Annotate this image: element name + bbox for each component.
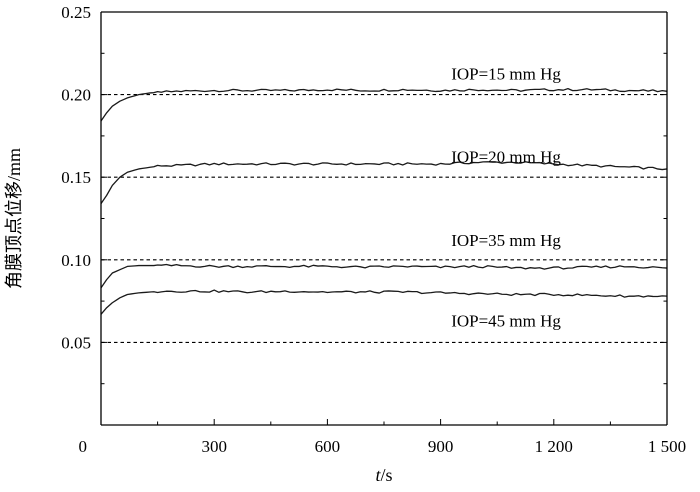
y-tick-label: 0.15 xyxy=(61,168,91,187)
y-tick-label: 0.05 xyxy=(61,333,91,352)
x-tick-label: 1 200 xyxy=(535,437,573,456)
axis-labels-group: 0.05 0.10 0.15 0.20 0.25 0 300 600 900 1 200 1 500… xyxy=(4,3,686,485)
y-tick-label: 0.20 xyxy=(61,86,91,105)
series-line-0 xyxy=(100,87,668,122)
annotation-label-1: IOP=20 mm Hg xyxy=(451,147,561,166)
series-line-2 xyxy=(100,263,668,289)
y-tick-label: 0.10 xyxy=(61,251,91,270)
axes-group xyxy=(100,11,668,426)
x-axis-label: t/s xyxy=(375,465,392,485)
annotations-group: IOP=15 mm Hg IOP=20 mm Hg IOP=35 mm Hg IOP=… xyxy=(451,65,561,331)
series-line-3 xyxy=(100,289,668,315)
annotation-label-0: IOP=15 mm Hg xyxy=(451,65,561,84)
annotation-label-2: IOP=35 mm Hg xyxy=(451,231,561,250)
annotation-label-3: IOP=45 mm Hg xyxy=(451,312,561,331)
series-line-1 xyxy=(100,161,668,204)
y-tick-label: 0.25 xyxy=(61,3,91,22)
x-tick-label: 0 xyxy=(79,437,88,456)
x-tick-label: 600 xyxy=(315,437,341,456)
x-tick-label: 300 xyxy=(201,437,227,456)
x-axis-label-unit: /s xyxy=(381,465,393,485)
reference-lines xyxy=(101,94,667,343)
x-axis-label-var: t xyxy=(375,465,381,485)
y-axis-label: 角膜顶点位移/mm xyxy=(4,148,24,289)
x-tick-label: 900 xyxy=(428,437,454,456)
series-group xyxy=(100,87,668,315)
x-tick-label: 1 500 xyxy=(648,437,686,456)
